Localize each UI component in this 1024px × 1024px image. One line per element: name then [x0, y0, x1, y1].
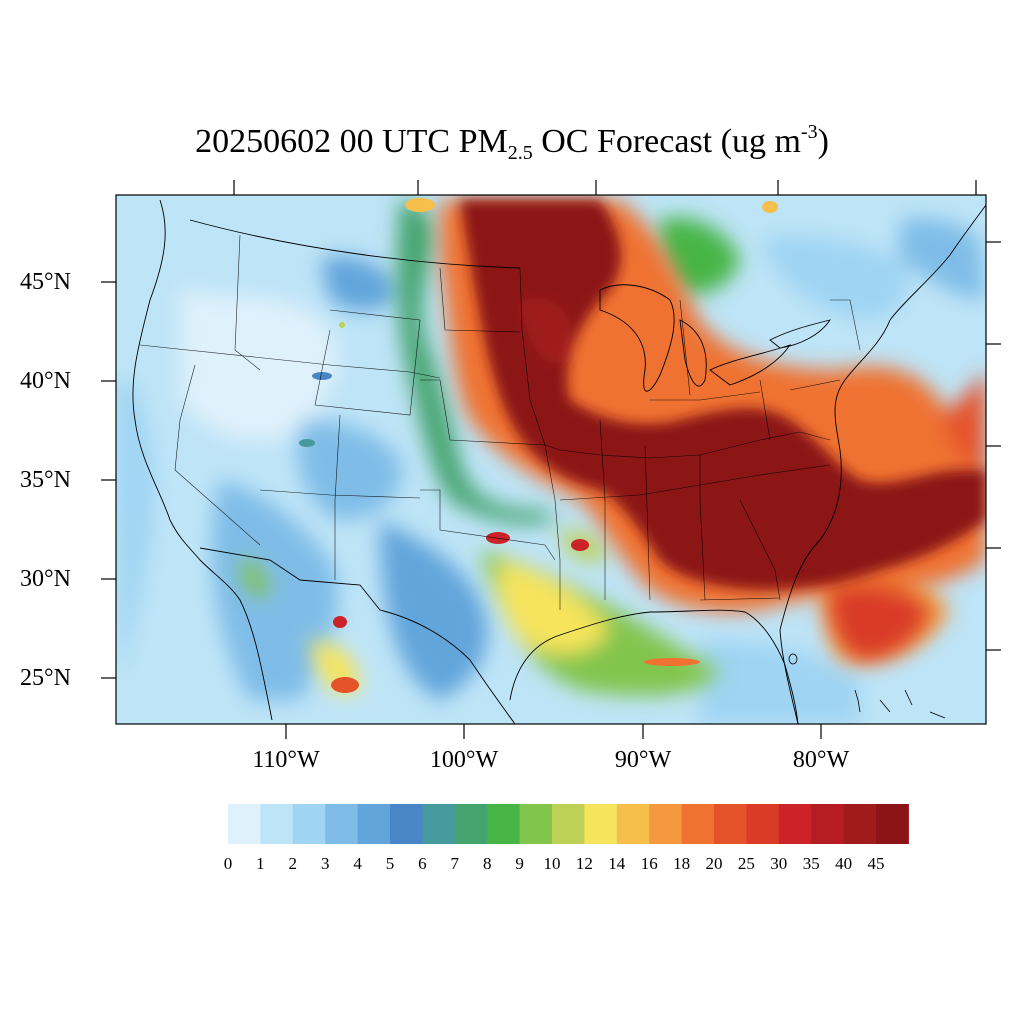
colorbar-swatch [292, 804, 326, 844]
lat-label-30: 30°N [20, 566, 71, 592]
colorbar-swatch [487, 804, 521, 844]
colorbar-swatch [746, 804, 780, 844]
east-coast [779, 204, 986, 724]
axis-ticks [101, 180, 1001, 739]
title-subscript: 2.5 [507, 142, 533, 164]
colorbar-tick-label: 18 [673, 854, 691, 873]
colorbar-tick-label: 14 [608, 854, 626, 873]
map-title: 20250602 00 UTC PM2.5 OC Forecast (ug m-… [0, 120, 1024, 164]
colorbar-tick-label: 7 [450, 854, 460, 873]
colorbar-tick-label: 3 [320, 854, 330, 873]
colorbar-swatch [454, 804, 488, 844]
field-high-core [460, 200, 986, 590]
boundary-outlines [132, 199, 986, 724]
colorbar-tick-label: 25 [737, 854, 755, 873]
colorbar-tick-label: 12 [575, 854, 593, 873]
mexico-border [199, 547, 516, 724]
canada-border [189, 219, 521, 269]
colorbar-swatch [422, 804, 456, 844]
colorbar-tick-label: 1 [256, 854, 265, 873]
title-middle: OC Forecast (ug m [532, 123, 801, 160]
colorbar-swatch [584, 804, 618, 844]
field-hotspots [299, 198, 778, 693]
west-coast [132, 199, 273, 721]
lon-label-110w: 110°W [252, 747, 320, 773]
colorbar [228, 804, 909, 844]
colorbar-swatch [778, 804, 812, 844]
state-borders [139, 234, 861, 610]
colorbar-tick-label: 4 [353, 854, 362, 873]
map-frame [115, 194, 987, 725]
lat-label-35: 35°N [20, 467, 71, 493]
title-suffix: ) [817, 123, 829, 160]
colorbar-tick-label: 9 [515, 854, 524, 873]
colorbar-swatch [552, 804, 585, 844]
colorbar-tick-label: 35 [802, 854, 820, 873]
colorbar-swatch [325, 804, 359, 844]
colorbar-swatch [649, 804, 683, 844]
title-superscript: -3 [800, 121, 818, 143]
colorbar-swatch [260, 804, 294, 844]
colorbar-tick-label: 20 [705, 854, 723, 873]
colorbar-swatch [681, 804, 715, 844]
islands [788, 653, 946, 719]
field-low-west [116, 218, 986, 724]
great-lakes [599, 284, 832, 392]
colorbar-swatch [616, 804, 650, 844]
lat-label-25: 25°N [20, 665, 71, 691]
colorbar-swatch [876, 804, 909, 844]
colorbar-tick-label: 8 [482, 854, 492, 873]
title-prefix: 20250602 00 UTC PM [195, 123, 508, 160]
colorbar-tick-label: 30 [770, 854, 788, 873]
colorbar-swatch [357, 804, 391, 844]
colorbar-tick-label: 0 [223, 854, 233, 873]
lat-label-40: 40°N [20, 368, 71, 394]
lon-label-100w: 100°W [429, 747, 499, 773]
colorbar-tick-label: 2 [288, 854, 298, 873]
lon-label-90w: 90°W [614, 747, 672, 773]
colorbar-swatch [228, 804, 261, 844]
colorbar-tick-label: 16 [640, 854, 658, 873]
lat-label-45: 45°N [20, 269, 71, 295]
colorbar-tick-label: 45 [867, 854, 885, 873]
colorbar-tick-label: 40 [835, 854, 853, 873]
colorbar-swatch [390, 804, 423, 844]
colorbar-tick-label: 5 [385, 854, 395, 873]
colorbar-tick-label: 6 [418, 854, 427, 873]
colorbar-swatch [843, 804, 877, 844]
colorbar-swatch [519, 804, 553, 844]
colorbar-swatch [714, 804, 747, 844]
colorbar-tick-label: 10 [543, 854, 561, 873]
lon-label-80w: 80°W [792, 747, 850, 773]
colorbar-swatch [811, 804, 845, 844]
